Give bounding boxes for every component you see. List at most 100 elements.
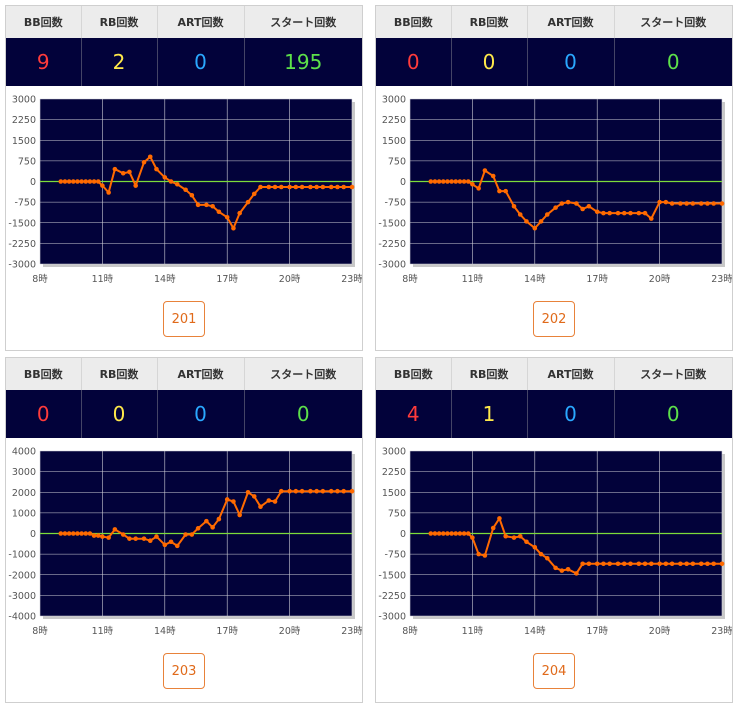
data-point: [544, 555, 550, 561]
data-point: [615, 561, 621, 567]
data-point: [524, 539, 529, 545]
data-point: [511, 535, 517, 540]
data-point: [195, 526, 201, 531]
data-point: [538, 219, 544, 224]
y-tick-label: -1500: [8, 218, 36, 229]
machine-number-button[interactable]: 203: [163, 653, 205, 689]
data-point: [62, 531, 68, 536]
y-tick-label: 0: [30, 177, 36, 188]
y-tick-label: 3000: [12, 95, 36, 106]
y-tick-label: 1500: [382, 136, 406, 147]
data-point: [195, 202, 201, 208]
bb-header: BB回数: [6, 358, 82, 390]
data-point: [684, 201, 689, 206]
data-point: [476, 186, 481, 191]
data-point: [112, 527, 118, 532]
y-tick-label: 2250: [12, 115, 36, 126]
y-tick-label: 0: [400, 529, 406, 540]
data-point: [237, 512, 242, 518]
data-point: [574, 201, 579, 206]
data-point: [628, 210, 633, 216]
start-header: スタート回数: [244, 6, 362, 38]
data-point: [482, 168, 488, 173]
data-point: [133, 536, 138, 541]
rb-count: 0: [451, 38, 528, 86]
x-tick-label: 23時: [341, 626, 362, 637]
data-point: [648, 561, 654, 567]
y-tick-label: 3000: [382, 95, 406, 106]
data-point: [678, 561, 683, 567]
data-point: [112, 166, 118, 172]
data-point: [532, 225, 538, 231]
data-point: [621, 210, 627, 216]
machine-panel: BB回数 RB回数 ART回数 スタート回数 0 0 0 0 3000 2250 1500 750 0-…: [375, 5, 733, 351]
y-tick-label: 750: [388, 508, 406, 519]
data-point: [553, 205, 558, 210]
data-point: [449, 531, 454, 536]
x-tick-label: 14時: [154, 274, 176, 285]
data-point: [586, 561, 592, 567]
data-point: [287, 488, 292, 494]
art-count: 0: [157, 38, 245, 86]
data-point: [216, 209, 222, 215]
data-point: [453, 179, 459, 184]
x-tick-label: 17時: [586, 274, 608, 285]
y-tick-label: -2250: [8, 239, 36, 250]
data-point: [657, 199, 662, 205]
data-point: [314, 488, 319, 494]
start-count: 0: [614, 38, 732, 86]
data-point: [251, 191, 257, 197]
y-tick-label: -1000: [8, 550, 36, 561]
x-tick-label: 11時: [462, 626, 484, 637]
data-point: [174, 543, 180, 549]
data-point: [490, 525, 496, 531]
y-tick-label: -750: [384, 198, 406, 209]
profit-chart: 4000 3000 2000 1000 0 -1000 -2000 -3000 -4000 8時 1…: [8, 447, 362, 638]
data-point: [95, 179, 101, 184]
art-count: 0: [527, 390, 615, 438]
data-point: [320, 184, 326, 190]
data-point: [524, 219, 529, 224]
stats-table: BB回数 RB回数 ART回数 スタート回数 4 1 0 0: [376, 358, 732, 438]
data-point: [470, 181, 475, 187]
y-tick-label: -4000: [8, 612, 36, 623]
data-point: [503, 533, 508, 539]
data-point: [183, 187, 188, 193]
bb-header: BB回数: [376, 6, 452, 38]
data-point: [719, 561, 725, 567]
data-point: [440, 179, 446, 184]
data-point: [231, 225, 236, 231]
data-point: [210, 203, 215, 209]
data-point: [245, 199, 251, 205]
data-point: [216, 516, 222, 522]
data-point: [517, 533, 523, 539]
data-point: [565, 566, 571, 572]
data-point: [328, 184, 334, 190]
machine-number-button[interactable]: 204: [533, 653, 575, 689]
data-point: [58, 531, 64, 536]
data-point: [594, 209, 600, 215]
data-point: [601, 561, 606, 567]
data-point: [663, 561, 669, 567]
bb-header: BB回数: [6, 6, 82, 38]
data-point: [335, 488, 340, 494]
y-tick-label: 3000: [12, 467, 36, 478]
machine-number-button[interactable]: 201: [163, 301, 205, 337]
rb-header: RB回数: [451, 6, 528, 38]
data-point: [657, 561, 662, 567]
data-point: [174, 181, 180, 187]
data-point: [210, 525, 215, 530]
bb-count: 0: [376, 38, 452, 86]
data-point: [70, 179, 76, 184]
data-point: [127, 536, 132, 541]
rb-count: 0: [81, 390, 158, 438]
art-header: ART回数: [527, 358, 615, 390]
y-tick-label: -3000: [8, 260, 36, 271]
data-point: [453, 531, 459, 536]
machine-number-button[interactable]: 202: [533, 301, 575, 337]
y-tick-label: -750: [14, 198, 36, 209]
data-point: [678, 201, 683, 206]
data-point: [705, 561, 710, 567]
data-point: [95, 533, 101, 538]
data-point: [278, 488, 284, 494]
